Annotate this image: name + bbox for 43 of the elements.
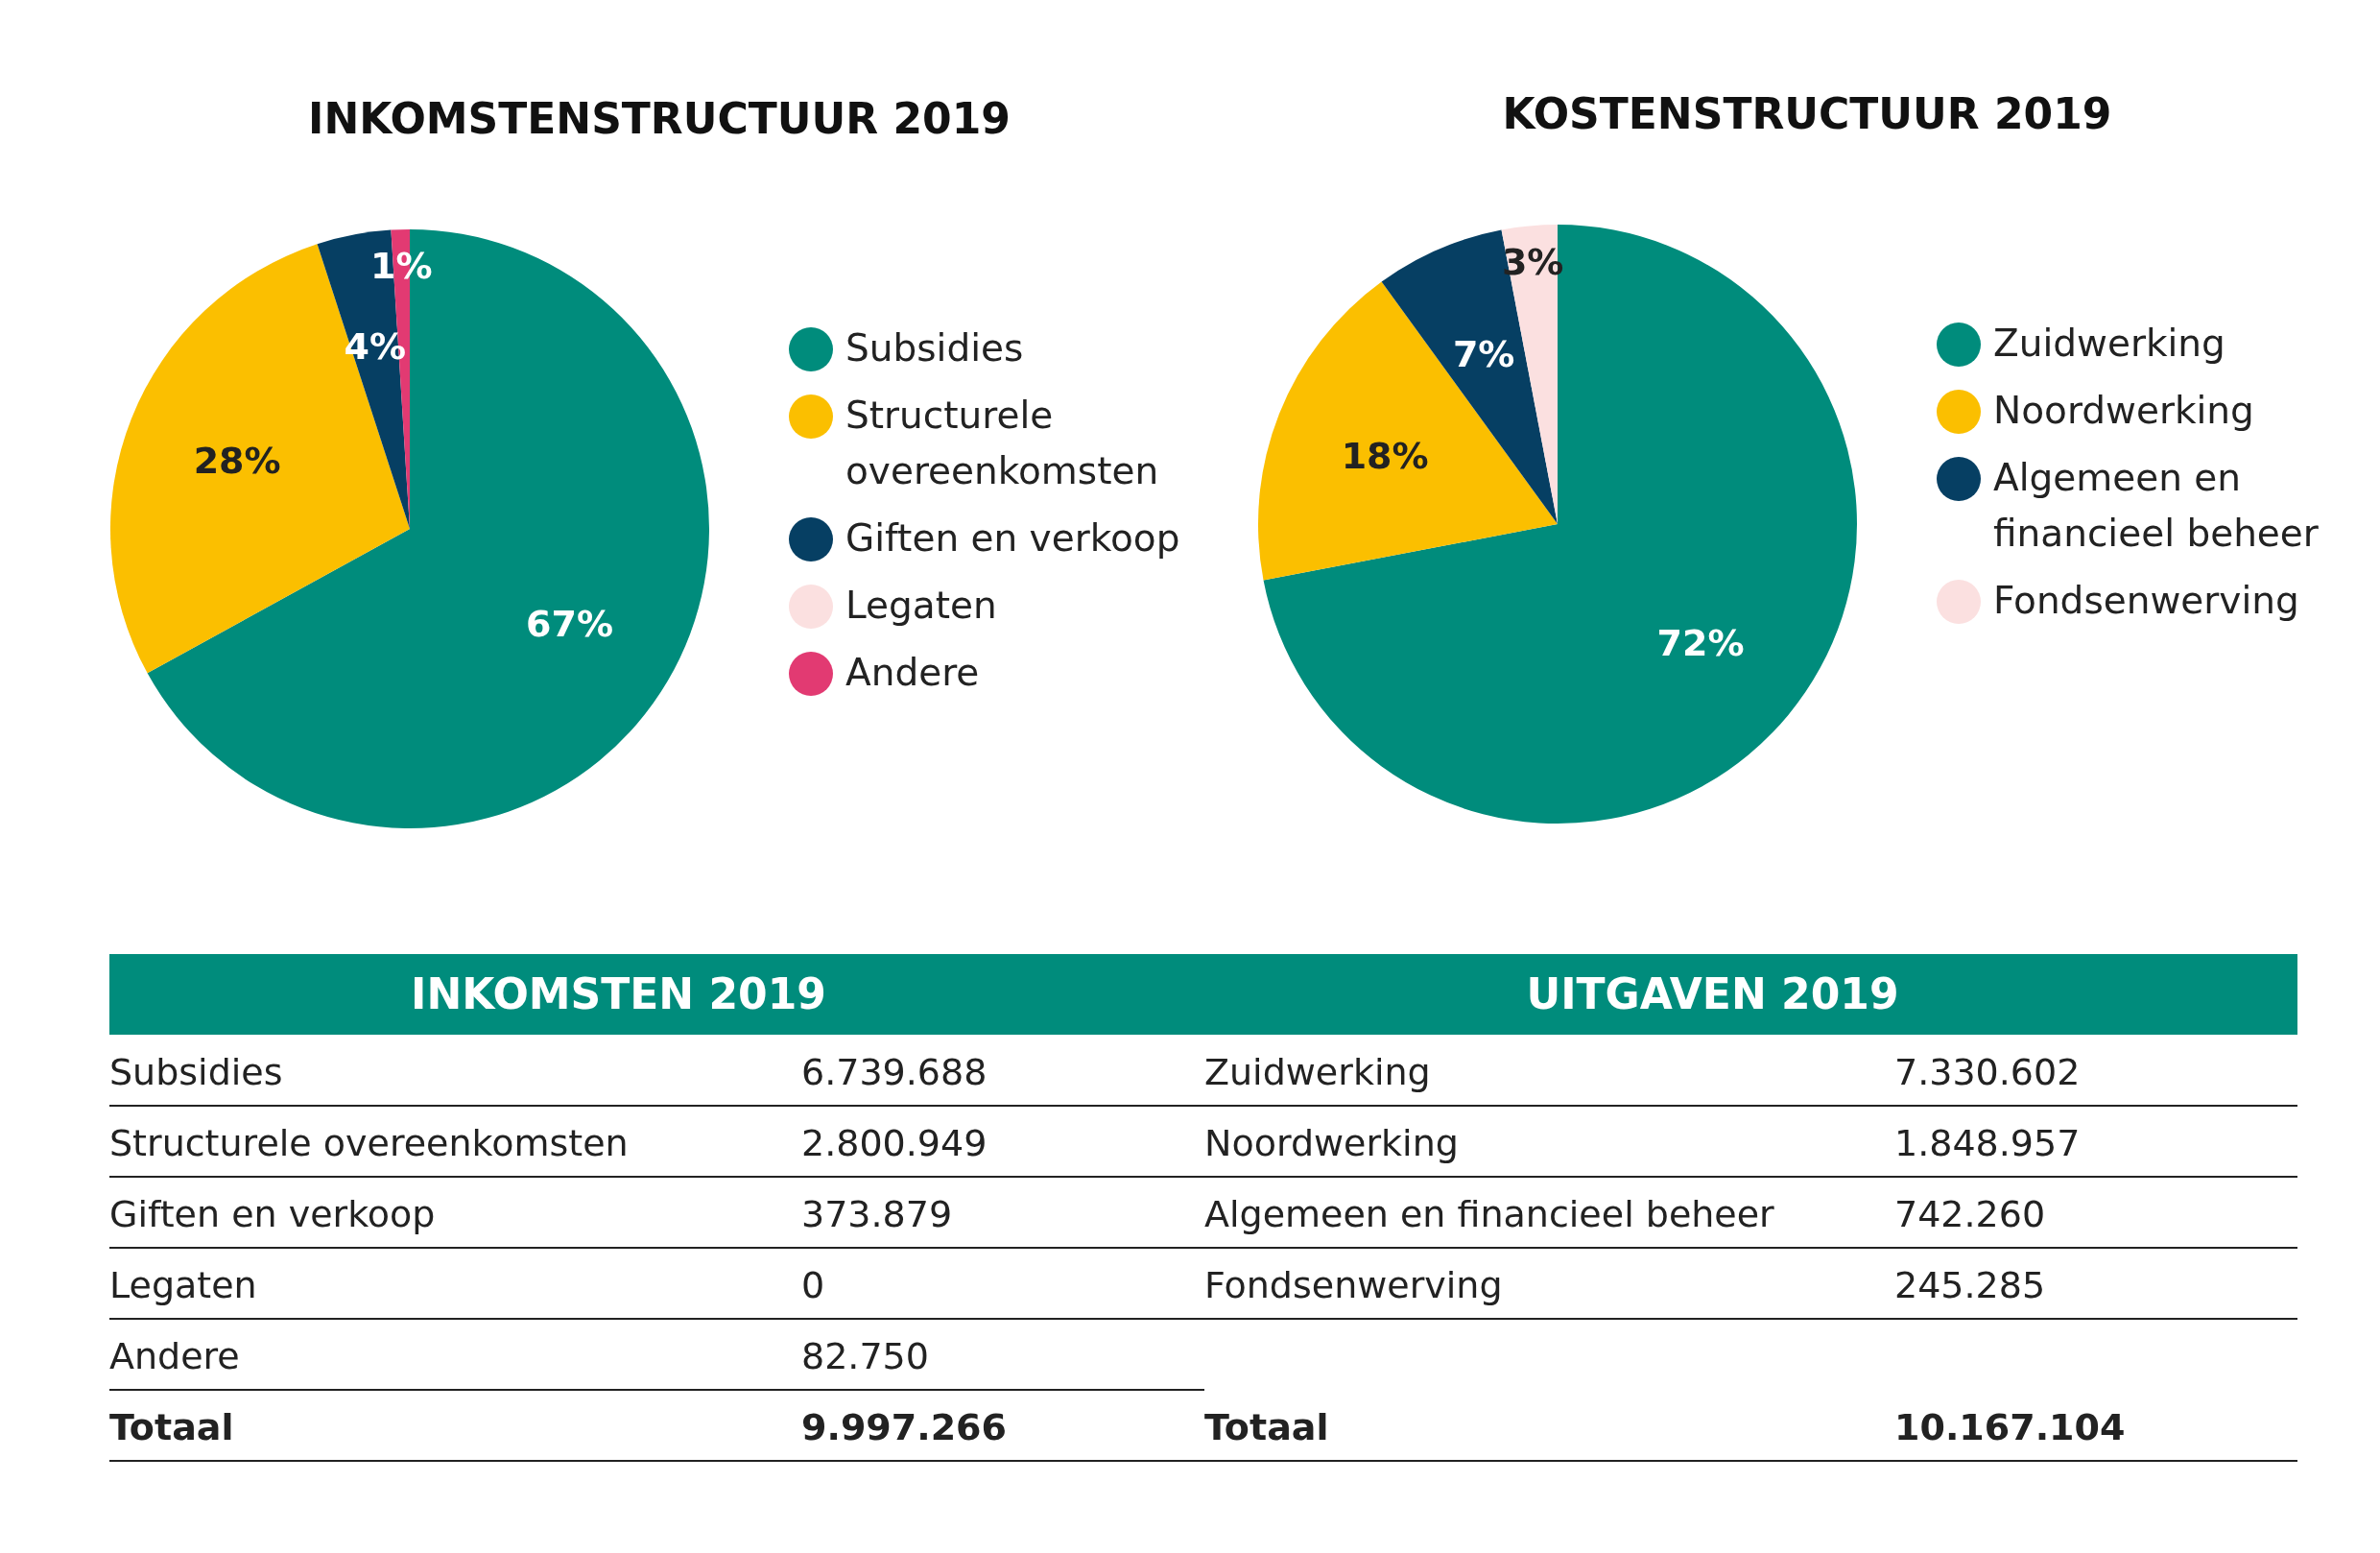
category-label: Giften en verkoop — [109, 1193, 436, 1235]
legend-label: Zuidwerking — [1993, 322, 2225, 365]
text: 0 — [801, 1264, 825, 1306]
legend-label: Noordwerking — [1993, 389, 2254, 432]
text: 82.750 — [801, 1335, 929, 1377]
legend-label: Algemeen en financieel beheer — [1993, 456, 2320, 555]
category-label: Noordwerking — [1204, 1122, 1459, 1164]
category-label: Zuidwerking — [1204, 1051, 1431, 1093]
legend-label: Subsidies — [845, 326, 1024, 370]
text: UITGAVEN 2019 — [1526, 969, 1899, 1019]
chart-title: KOSTENSTRUCTUUR 2019 — [1502, 89, 2112, 138]
category-label: Subsidies — [109, 1051, 283, 1093]
text: 7.330.602 — [1894, 1051, 2081, 1093]
text: INKOMSTEN 2019 — [411, 969, 826, 1019]
data-label: 28% — [193, 440, 281, 483]
legend-label: Andere — [845, 651, 980, 694]
text: 9.997.266 — [801, 1406, 1007, 1448]
category-label: Andere — [109, 1335, 240, 1377]
text: 6.739.688 — [801, 1051, 988, 1093]
text: 742.260 — [1894, 1193, 2046, 1235]
data-label: 67% — [526, 602, 613, 645]
data-label: 7% — [1452, 332, 1515, 375]
pie-slice — [147, 229, 709, 828]
data-label: 18% — [1341, 435, 1429, 478]
pie-slice — [1258, 281, 1558, 581]
category-label: Fondsenwerving — [1204, 1264, 1503, 1306]
legend-label: Giften en verkoop — [845, 516, 1180, 560]
category-label: Totaal — [1204, 1406, 1329, 1448]
text: 1.848.957 — [1894, 1122, 2081, 1164]
category-label: Structurele overeenkomsten — [109, 1122, 629, 1164]
text: 373.879 — [801, 1193, 953, 1235]
text: 10.167.104 — [1894, 1406, 2126, 1448]
category-label: Legaten — [109, 1264, 257, 1306]
legend-label: Legaten — [845, 584, 997, 627]
category-label: Algemeen en financieel beheer — [1204, 1193, 1775, 1235]
data-label: 72% — [1656, 621, 1745, 664]
chart-title: INKOMSTENSTRUCTUUR 2019 — [308, 94, 1011, 143]
pie-slice — [1263, 225, 1857, 824]
legend-label: Fondsenwerving — [1993, 579, 2299, 622]
legend-label: Structurele overeenkomsten — [845, 394, 1159, 492]
text: 2.800.949 — [801, 1122, 988, 1164]
text: 245.285 — [1894, 1264, 2046, 1306]
category-label: Totaal — [109, 1406, 234, 1448]
